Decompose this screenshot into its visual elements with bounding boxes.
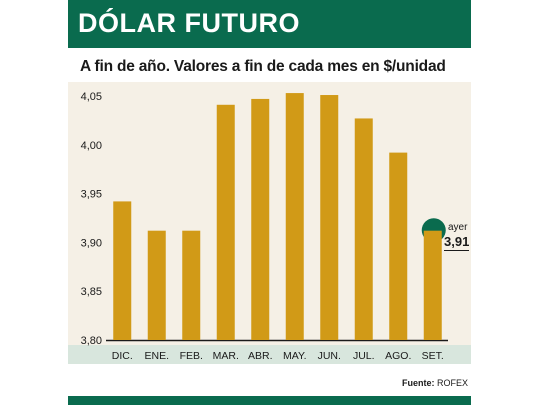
x-tick-label: SET. — [422, 350, 444, 362]
bar-ene — [147, 230, 166, 340]
x-axis-band — [68, 345, 471, 364]
source-value: ROFEX — [436, 378, 468, 388]
bar-abr — [251, 98, 270, 340]
y-tick-label: 4,05 — [81, 91, 102, 103]
bar-jul — [354, 118, 373, 340]
callout-label: ayer — [448, 222, 468, 233]
bar-mar — [216, 104, 235, 340]
header-bar: DÓLAR FUTURO — [68, 0, 471, 48]
chart-title: DÓLAR FUTURO — [78, 8, 300, 38]
bar-may — [285, 93, 304, 341]
chart-subtitle: A fin de año. Valores a fin de cada mes … — [80, 58, 446, 75]
x-tick-label: JUL. — [353, 350, 375, 362]
bar-set — [423, 230, 442, 340]
y-tick-label: 3,90 — [81, 237, 102, 249]
footer-bar — [68, 396, 471, 405]
x-tick-label: ENE. — [144, 350, 169, 362]
y-tick-label: 3,80 — [81, 335, 102, 347]
bar-dic — [113, 201, 132, 340]
x-tick-label: JUN. — [318, 350, 341, 362]
y-tick-label: 3,95 — [81, 189, 102, 201]
y-tick-label: 3,85 — [81, 286, 102, 298]
callout-value: 3,91 — [444, 234, 470, 251]
bar-ago — [389, 152, 408, 340]
source-note: Fuente: ROFEX — [402, 378, 468, 388]
y-tick-label: 4,00 — [81, 140, 102, 152]
x-tick-label: DIC. — [112, 350, 133, 362]
source-label: Fuente: — [401, 378, 435, 388]
bar-feb — [182, 230, 201, 340]
bar-jun — [320, 95, 339, 340]
x-tick-label: AGO. — [385, 350, 411, 362]
x-tick-label: FEB. — [180, 350, 203, 362]
x-tick-label: MAR. — [213, 350, 239, 362]
x-tick-label: MAY. — [283, 350, 307, 362]
x-tick-label: ABR. — [248, 350, 273, 362]
